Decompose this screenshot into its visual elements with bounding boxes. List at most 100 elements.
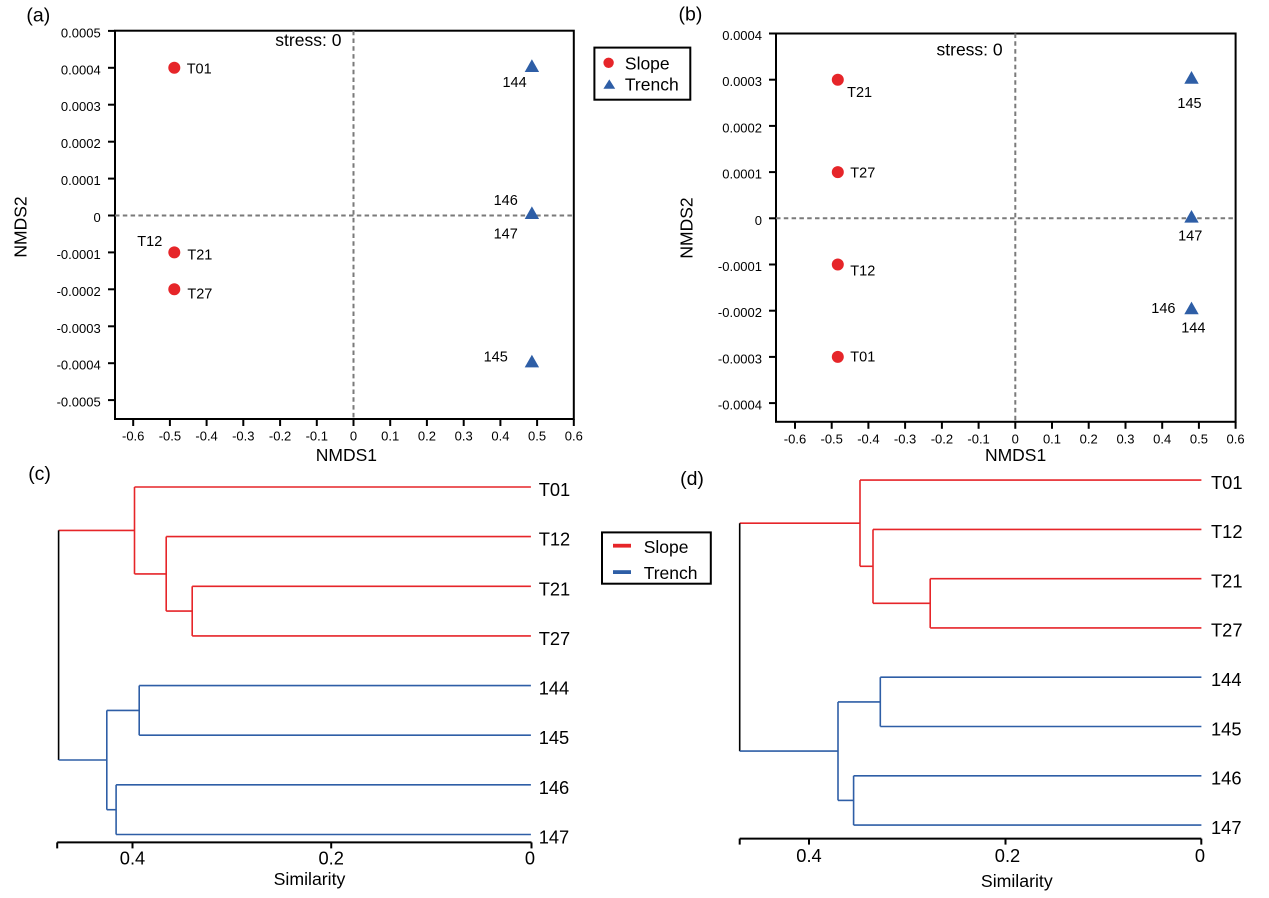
svg-text:-0.0003: -0.0003 [57, 321, 101, 336]
svg-text:0.2: 0.2 [318, 848, 343, 869]
svg-text:-0.0003: -0.0003 [718, 351, 762, 366]
svg-text:0.3: 0.3 [455, 429, 473, 444]
svg-text:0.0004: 0.0004 [722, 28, 762, 43]
svg-text:(c): (c) [28, 463, 51, 485]
svg-text:-0.0002: -0.0002 [57, 284, 101, 299]
svg-text:146: 146 [1151, 301, 1175, 317]
svg-text:0.3: 0.3 [1116, 431, 1134, 446]
svg-text:(d): (d) [680, 468, 704, 490]
svg-text:0.6: 0.6 [565, 429, 583, 444]
svg-text:T21: T21 [1211, 571, 1243, 592]
svg-text:-0.1: -0.1 [967, 431, 989, 446]
svg-text:0.0002: 0.0002 [722, 120, 762, 135]
svg-text:NMDS1: NMDS1 [985, 445, 1046, 465]
svg-text:0.0003: 0.0003 [61, 99, 101, 114]
svg-text:-0.2: -0.2 [931, 431, 953, 446]
svg-text:0.0003: 0.0003 [722, 74, 762, 89]
svg-text:-0.0001: -0.0001 [718, 259, 762, 274]
svg-text:-0.4: -0.4 [195, 429, 217, 444]
svg-text:0.4: 0.4 [491, 429, 509, 444]
svg-text:T12: T12 [1211, 521, 1243, 542]
svg-text:T12: T12 [539, 529, 571, 550]
svg-text:0.4: 0.4 [1153, 431, 1171, 446]
svg-text:-0.3: -0.3 [894, 431, 916, 446]
svg-text:stress: 0: stress: 0 [937, 39, 1003, 59]
svg-text:T01: T01 [187, 62, 212, 78]
svg-text:Slope: Slope [644, 537, 689, 557]
svg-text:T27: T27 [187, 287, 212, 303]
svg-text:0.2: 0.2 [1080, 431, 1098, 446]
svg-text:T21: T21 [847, 85, 872, 101]
svg-text:(a): (a) [26, 4, 50, 26]
svg-text:0: 0 [755, 213, 762, 228]
svg-text:0.4: 0.4 [120, 848, 145, 869]
svg-text:0.6: 0.6 [1227, 431, 1245, 446]
svg-text:0.0001: 0.0001 [61, 173, 101, 188]
svg-text:T27: T27 [539, 628, 571, 649]
svg-text:145: 145 [1177, 96, 1201, 112]
svg-text:-0.0002: -0.0002 [718, 305, 762, 320]
svg-text:0.5: 0.5 [528, 429, 546, 444]
svg-text:T12: T12 [137, 234, 162, 250]
svg-text:-0.2: -0.2 [269, 429, 291, 444]
svg-text:-0.1: -0.1 [306, 429, 328, 444]
svg-text:Trench: Trench [625, 75, 679, 95]
svg-text:-0.5: -0.5 [820, 431, 842, 446]
svg-text:0: 0 [1012, 431, 1019, 446]
svg-text:144: 144 [1211, 669, 1242, 690]
svg-text:0: 0 [1195, 845, 1205, 866]
svg-text:145: 145 [484, 350, 508, 366]
svg-text:147: 147 [1178, 228, 1202, 244]
svg-text:T27: T27 [850, 165, 875, 181]
svg-text:0.0001: 0.0001 [722, 167, 762, 182]
svg-text:0.0002: 0.0002 [61, 136, 101, 151]
svg-text:147: 147 [539, 827, 570, 848]
svg-text:0.2: 0.2 [418, 429, 436, 444]
svg-text:144: 144 [539, 678, 570, 699]
svg-text:-0.6: -0.6 [122, 429, 144, 444]
svg-text:Trench: Trench [644, 563, 698, 583]
svg-text:-0.0005: -0.0005 [57, 395, 101, 410]
svg-text:-0.6: -0.6 [784, 431, 806, 446]
svg-text:145: 145 [539, 727, 570, 748]
svg-text:0.2: 0.2 [995, 845, 1020, 866]
svg-text:-0.4: -0.4 [857, 431, 879, 446]
svg-text:-0.0004: -0.0004 [718, 398, 762, 413]
svg-text:0.5: 0.5 [1190, 431, 1208, 446]
svg-text:0.4: 0.4 [796, 845, 821, 866]
svg-text:stress: 0: stress: 0 [275, 30, 341, 50]
svg-text:144: 144 [1181, 321, 1205, 337]
svg-text:(b): (b) [679, 4, 703, 26]
svg-text:NMDS2: NMDS2 [11, 196, 31, 257]
svg-text:0.0005: 0.0005 [61, 25, 101, 40]
svg-text:0: 0 [93, 210, 100, 225]
svg-text:Slope: Slope [625, 54, 670, 74]
svg-text:146: 146 [494, 193, 518, 209]
svg-text:T01: T01 [1211, 472, 1243, 493]
svg-text:0.0004: 0.0004 [61, 62, 101, 77]
svg-text:T21: T21 [187, 248, 212, 264]
svg-text:T01: T01 [850, 350, 875, 366]
svg-text:0: 0 [525, 848, 535, 869]
svg-text:146: 146 [539, 777, 570, 798]
svg-text:146: 146 [1211, 768, 1242, 789]
svg-text:0: 0 [350, 429, 357, 444]
svg-text:T01: T01 [539, 479, 571, 500]
svg-text:Similarity: Similarity [981, 871, 1053, 891]
svg-text:0.1: 0.1 [381, 429, 399, 444]
svg-text:144: 144 [502, 75, 526, 91]
svg-text:0.1: 0.1 [1043, 431, 1061, 446]
svg-text:-0.0004: -0.0004 [57, 358, 101, 373]
svg-text:-0.5: -0.5 [159, 429, 181, 444]
svg-text:NMDS2: NMDS2 [677, 197, 697, 258]
svg-text:-0.0001: -0.0001 [57, 247, 101, 262]
svg-text:T27: T27 [1211, 620, 1243, 641]
svg-text:145: 145 [1211, 718, 1242, 739]
svg-text:-0.3: -0.3 [232, 429, 254, 444]
svg-text:NMDS1: NMDS1 [316, 445, 377, 465]
svg-text:147: 147 [494, 227, 518, 243]
svg-text:T21: T21 [539, 578, 571, 599]
svg-text:Similarity: Similarity [274, 869, 346, 889]
svg-text:147: 147 [1211, 817, 1242, 838]
svg-text:T12: T12 [850, 263, 875, 279]
